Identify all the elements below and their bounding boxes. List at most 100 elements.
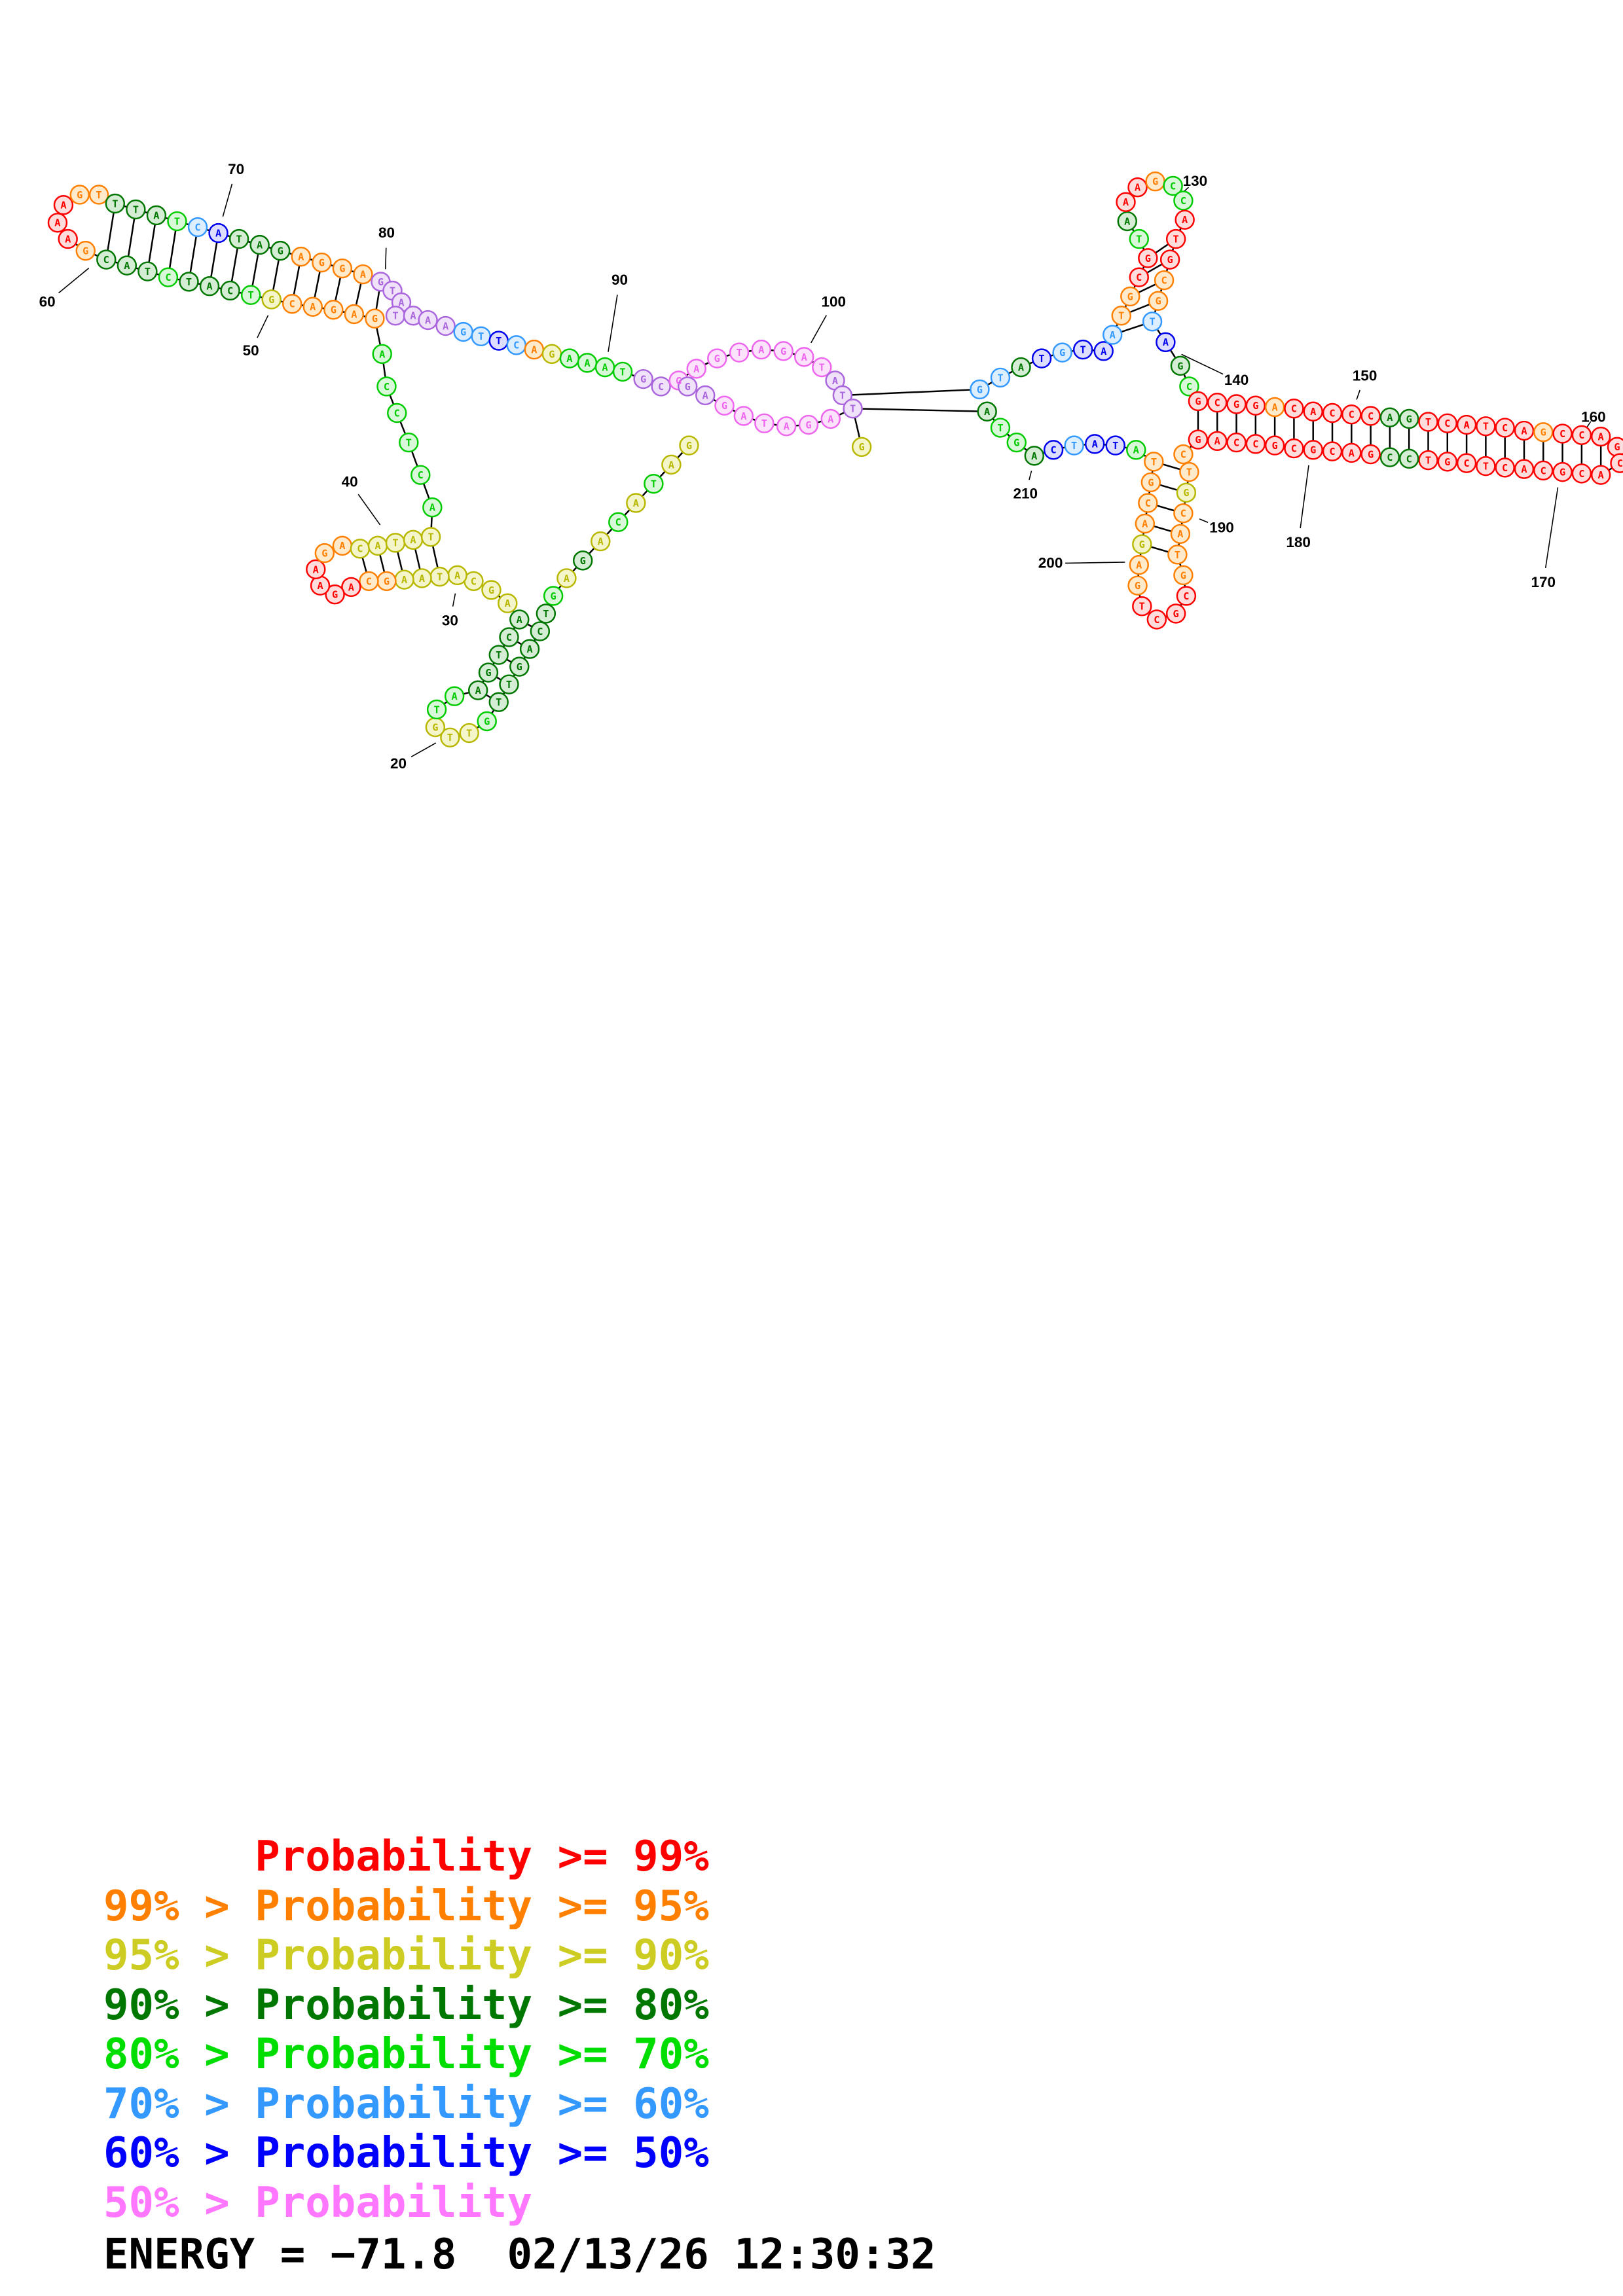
legend-line-1: Probability >= 99% <box>103 1833 709 1881</box>
nucleotide <box>444 686 465 706</box>
nucleotide-base: A <box>1123 196 1129 208</box>
nucleotide <box>488 692 509 712</box>
nucleotide <box>228 228 249 249</box>
nucleotide-base: C <box>1291 403 1297 415</box>
nucleotide-base: T <box>428 531 433 543</box>
position-label: 170 <box>1531 574 1556 590</box>
nucleotide-base: G <box>1059 347 1065 359</box>
nucleotide-base: C <box>357 543 363 555</box>
nucleotide <box>1398 408 1419 429</box>
nucleotide <box>1127 575 1148 596</box>
nucleotide <box>572 550 593 571</box>
nucleotide-base: T <box>1071 440 1077 452</box>
nucleotide <box>240 285 261 305</box>
nucleotide-base: G <box>549 348 555 360</box>
nucleotide <box>651 376 671 397</box>
nucleotide-base: A <box>257 240 263 251</box>
position-label: 190 <box>1209 520 1234 536</box>
nucleotide-base: G <box>432 721 438 733</box>
nucleotide-base: G <box>485 667 491 679</box>
nucleotide <box>1129 554 1150 575</box>
nucleotide-letters: GATACAGAGTCAGTTGTTGTAAGTCAAGCATAAGCAGAAG… <box>54 176 1623 744</box>
nucleotide <box>291 246 311 267</box>
nucleotide-base: C <box>1349 409 1355 421</box>
nucleotide-base: G <box>1152 176 1158 188</box>
nucleotide <box>751 339 772 360</box>
nucleotide <box>1418 450 1438 471</box>
nucleotide <box>1129 228 1150 249</box>
nucleotide <box>1418 412 1438 432</box>
nucleotide <box>187 217 208 238</box>
nucleotide-base: G <box>517 661 522 673</box>
nucleotide <box>1084 434 1105 454</box>
nucleotide-base: A <box>215 227 221 239</box>
nucleotide-base: G <box>484 715 490 727</box>
structure-diagram: GATACAGAGTCAGTTGTTGTAAGTCAAGCATAAGCAGAAG… <box>39 161 1623 772</box>
nucleotide-base: C <box>1291 442 1297 454</box>
nucleotide <box>1135 513 1156 534</box>
nucleotide-base: A <box>828 413 833 425</box>
nucleotide <box>418 310 438 331</box>
nucleotide-base: G <box>977 384 983 395</box>
nucleotide <box>1173 565 1194 586</box>
nucleotide-base: C <box>615 516 621 528</box>
nucleotide-base: T <box>1425 455 1431 467</box>
nucleotide <box>499 674 519 694</box>
nucleotide <box>387 403 407 423</box>
nucleotide <box>1176 482 1197 503</box>
nucleotide-base: A <box>702 389 708 401</box>
nucleotide-base: T <box>112 198 118 209</box>
nucleotide <box>1011 357 1031 378</box>
nucleotide-base: T <box>1186 467 1192 478</box>
nucleotide-base: C <box>1050 444 1056 456</box>
nucleotide <box>754 413 775 433</box>
position-label: 70 <box>228 161 244 177</box>
nucleotide <box>990 367 1011 388</box>
nucleotide-base: G <box>1139 539 1145 550</box>
nucleotide <box>1144 452 1164 472</box>
nucleotide-base: G <box>278 245 283 257</box>
nucleotide <box>312 252 332 273</box>
nucleotide-base: A <box>1182 214 1188 226</box>
nucleotide-base: T <box>174 215 180 227</box>
position-label: 30 <box>442 613 458 629</box>
nucleotide <box>530 621 551 641</box>
energy-line: ENERGY = −71.8 02/13/26 12:30:32 <box>103 2231 936 2279</box>
legend-line-2: 99% > Probability >= 95% <box>103 1882 709 1931</box>
nucleotide <box>843 399 863 419</box>
legend-line-7: 60% > Probability >= 50% <box>103 2129 709 2178</box>
nucleotide <box>733 406 754 426</box>
nucleotide-base: A <box>298 251 304 263</box>
nucleotide-base: T <box>819 362 825 374</box>
nucleotide <box>776 416 797 437</box>
position-label: 60 <box>39 294 56 310</box>
nucleotide-base: A <box>1031 450 1037 462</box>
nucleotide <box>220 280 240 301</box>
nucleotide-base: G <box>685 381 691 393</box>
nucleotide <box>556 568 577 588</box>
nucleotide-base: C <box>1180 508 1186 520</box>
nucleotide <box>249 234 270 255</box>
nucleotide-base: T <box>839 389 845 401</box>
nucleotide-base: T <box>496 696 501 708</box>
nucleotide-base: C <box>1406 453 1412 465</box>
nucleotide <box>1284 399 1304 419</box>
nucleotide-base: A <box>531 344 537 356</box>
nucleotide-base: G <box>1167 254 1173 266</box>
nucleotide-base: T <box>1149 316 1155 328</box>
nucleotide-base: T <box>1112 440 1118 452</box>
nucleotide-base: C <box>1578 429 1584 441</box>
nucleotide-base: T <box>651 478 657 490</box>
nucleotide <box>1173 503 1194 524</box>
nucleotide-base: G <box>488 584 494 596</box>
nucleotide <box>1207 431 1228 452</box>
nucleotide <box>1398 448 1419 469</box>
nucleotide-base: T <box>145 266 151 278</box>
nucleotide <box>467 680 488 700</box>
nucleotide <box>729 342 750 363</box>
nucleotide <box>372 344 392 365</box>
nucleotide <box>1322 403 1343 423</box>
nucleotide <box>1105 435 1125 456</box>
nucleotide-base: G <box>1145 253 1151 264</box>
position-label: 200 <box>1038 555 1063 571</box>
